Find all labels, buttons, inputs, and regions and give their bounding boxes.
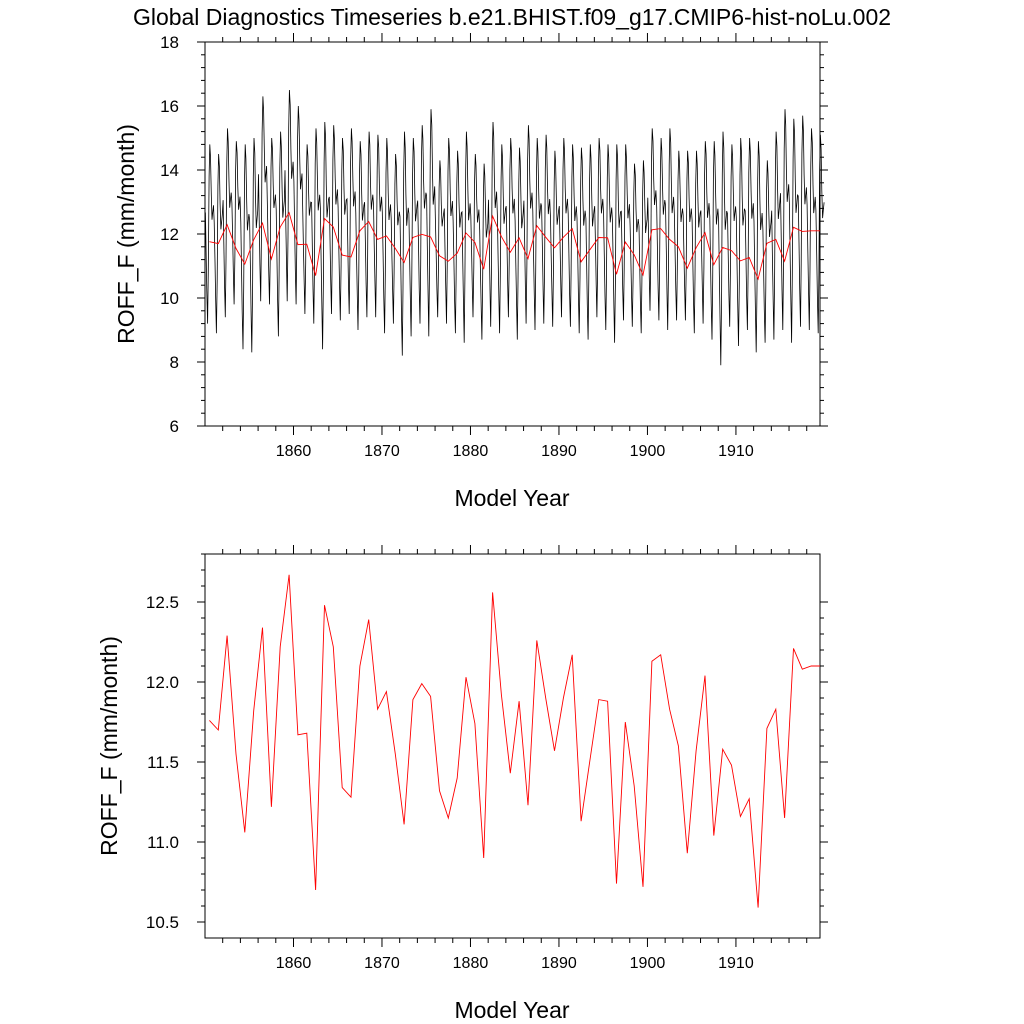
top-panel-y-tick-label: 18 <box>160 33 179 52</box>
top-panel-y-tick-label: 12 <box>160 225 179 244</box>
top-panel-y-tick-label: 8 <box>170 353 179 372</box>
top-panel-y-tick-label: 14 <box>160 161 179 180</box>
bottom-panel-y-axis-label: ROFF_F (mm/month) <box>96 636 122 856</box>
top-panel-x-tick-label: 1880 <box>453 443 489 460</box>
bottom-panel-y-tick-label: 12.5 <box>146 593 179 612</box>
top-panel-x-tick-label: 1860 <box>276 443 312 460</box>
bottom-panel-x-axis-label: Model Year <box>454 997 569 1023</box>
top-panel-x-axis-label: Model Year <box>454 485 569 511</box>
top-panel-x-tick-label: 1900 <box>630 443 666 460</box>
bottom-panel-x-tick-label: 1870 <box>364 955 400 972</box>
bottom-panel-x-tick-label: 1910 <box>718 955 754 972</box>
bottom-panel-x-tick-label: 1860 <box>276 955 312 972</box>
top-panel-y-tick-label: 10 <box>160 289 179 308</box>
bottom-panel-y-tick-label: 10.5 <box>146 913 179 932</box>
bottom-panel-y-tick-label: 11.0 <box>147 833 179 852</box>
bottom-panel-x-tick-label: 1880 <box>453 955 489 972</box>
top-panel-x-tick-label: 1870 <box>364 443 400 460</box>
bottom-panel-y-tick-label: 12.0 <box>146 673 179 692</box>
top-panel-y-tick-label: 6 <box>170 417 179 436</box>
bottom-panel-annual-mean-line <box>209 574 820 908</box>
top-panel-x-tick-label: 1890 <box>541 443 577 460</box>
top-panel-y-tick-label: 16 <box>160 97 179 116</box>
top-panel-annual-mean-line <box>209 211 820 281</box>
top-panel: ROFF_F (mm/month) Model Year 1860 1870 188… <box>113 33 828 511</box>
bottom-panel: ROFF_F (mm/month) Model Year 1860 1870 188… <box>96 545 828 1023</box>
top-panel-monthly-series-line <box>205 89 825 366</box>
top-panel-y-axis-label: ROFF_F (mm/month) <box>113 124 139 344</box>
top-panel-x-tick-label: 1910 <box>718 443 754 460</box>
bottom-panel-y-tick-label: 11.5 <box>147 753 179 772</box>
bottom-panel-x-tick-label: 1900 <box>630 955 666 972</box>
figure-title: Global Diagnostics Timeseries b.e21.BHIS… <box>133 4 891 30</box>
bottom-panel-frame <box>204 553 821 939</box>
bottom-panel-x-tick-label: 1890 <box>541 955 577 972</box>
